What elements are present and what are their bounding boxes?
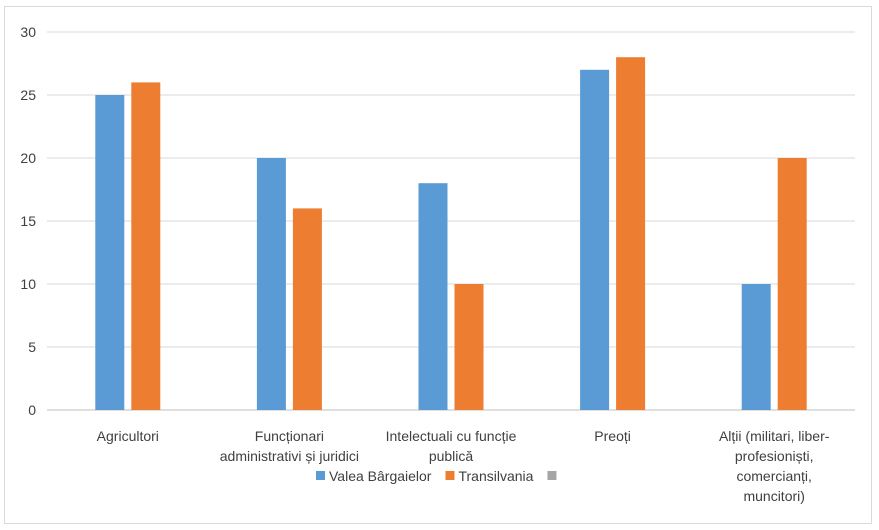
legend-label: Valea Bârgaielor [329,468,432,484]
category-label: Intelectuali cu funcție [386,428,517,444]
bars [95,57,807,411]
category-label: Alții (militari, liber- [719,428,830,444]
category-label: Preoți [594,428,631,444]
gridlines [47,31,855,411]
bar [292,208,322,410]
bar [131,82,161,411]
bar [454,284,484,410]
category-label: Agricultori [97,428,159,444]
bar [616,57,646,410]
y-tick-label: 15 [20,213,36,229]
legend-swatch [445,471,455,480]
bar [418,183,448,410]
bar [95,95,125,410]
y-tick-label: 30 [20,24,36,40]
bar [777,158,807,410]
legend: Valea Bârgaielor Transilvania [316,468,557,484]
x-axis-labels: Agricultori Funcționari administrativi și … [97,428,830,504]
legend-swatch [316,471,325,480]
bar [580,69,610,411]
bar [256,158,286,410]
y-tick-label: 0 [28,402,36,418]
category-label: Funcționari [255,428,324,444]
y-tick-label: 20 [20,150,36,166]
legend-swatch [547,471,557,480]
category-label: administrativi și juridici [220,448,359,464]
y-tick-label: 5 [28,339,36,355]
y-tick-label: 25 [20,87,36,103]
y-tick-label: 10 [20,276,36,292]
category-label: comercianți, [736,468,811,484]
bar-chart: 0 5 10 15 20 25 30 Agricultori Funcționari admin… [20,24,855,504]
category-label: profesioniști, [735,448,814,464]
legend-label: Transilvania [458,468,533,484]
bar [741,284,771,410]
chart-area: 0 5 10 15 20 25 30 Agricultori Funcționari admin… [4,6,872,524]
category-label: publică [429,448,474,464]
y-axis-ticks: 0 5 10 15 20 25 30 [20,24,36,418]
category-label: muncitori) [743,488,804,504]
